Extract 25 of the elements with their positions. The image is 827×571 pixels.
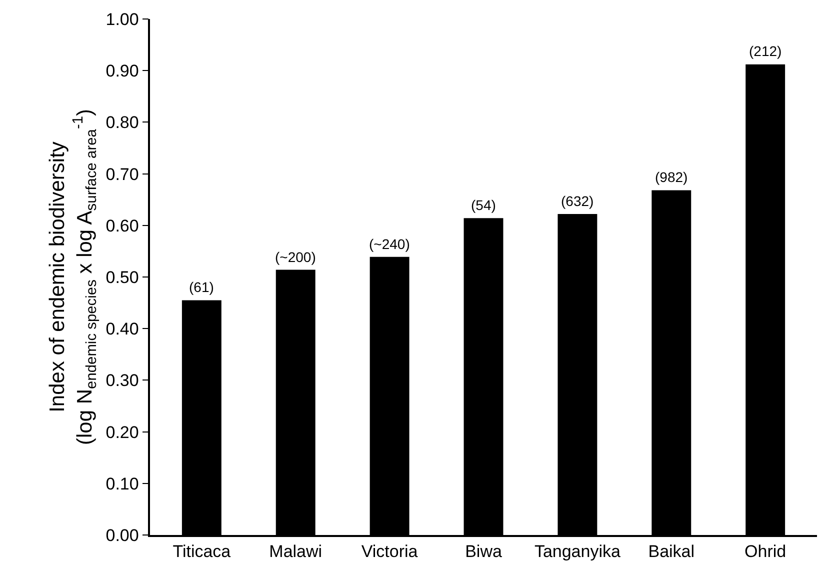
x-tick-label: Malawi bbox=[269, 542, 322, 562]
y-tick-label: 0.60 bbox=[106, 216, 139, 236]
y-tick-label: 0.10 bbox=[106, 474, 139, 494]
y-tick-label: 0.70 bbox=[106, 164, 139, 184]
y-tick-label: 0.50 bbox=[106, 268, 139, 287]
annotation: (54) bbox=[471, 197, 496, 213]
y-tick-label: 0.30 bbox=[106, 371, 139, 390]
annotation: (632) bbox=[561, 193, 594, 209]
annotation: (982) bbox=[655, 169, 688, 185]
annotation: (212) bbox=[749, 43, 782, 59]
y-tick-label: 0.90 bbox=[106, 62, 139, 81]
x-tick-label: Biwa bbox=[465, 542, 502, 562]
x-tick-label: Tanganyika bbox=[534, 542, 621, 562]
y-tick-label: 0.20 bbox=[106, 422, 139, 442]
y-tick-label: 1.00 bbox=[106, 10, 139, 29]
annotation: (61) bbox=[189, 279, 214, 295]
x-tick-label: Titicaca bbox=[172, 542, 232, 562]
y-tick-label: 0.00 bbox=[106, 526, 139, 545]
x-tick-label: Ohrid bbox=[744, 542, 786, 562]
x-tick-label: Victoria bbox=[361, 542, 418, 562]
y-tick-label: 0.40 bbox=[106, 320, 139, 339]
annotation: (~240) bbox=[369, 236, 410, 252]
y-tick-label: 0.80 bbox=[106, 113, 139, 132]
x-tick-label: Baikal bbox=[648, 542, 695, 562]
annotation: (~200) bbox=[275, 249, 316, 265]
